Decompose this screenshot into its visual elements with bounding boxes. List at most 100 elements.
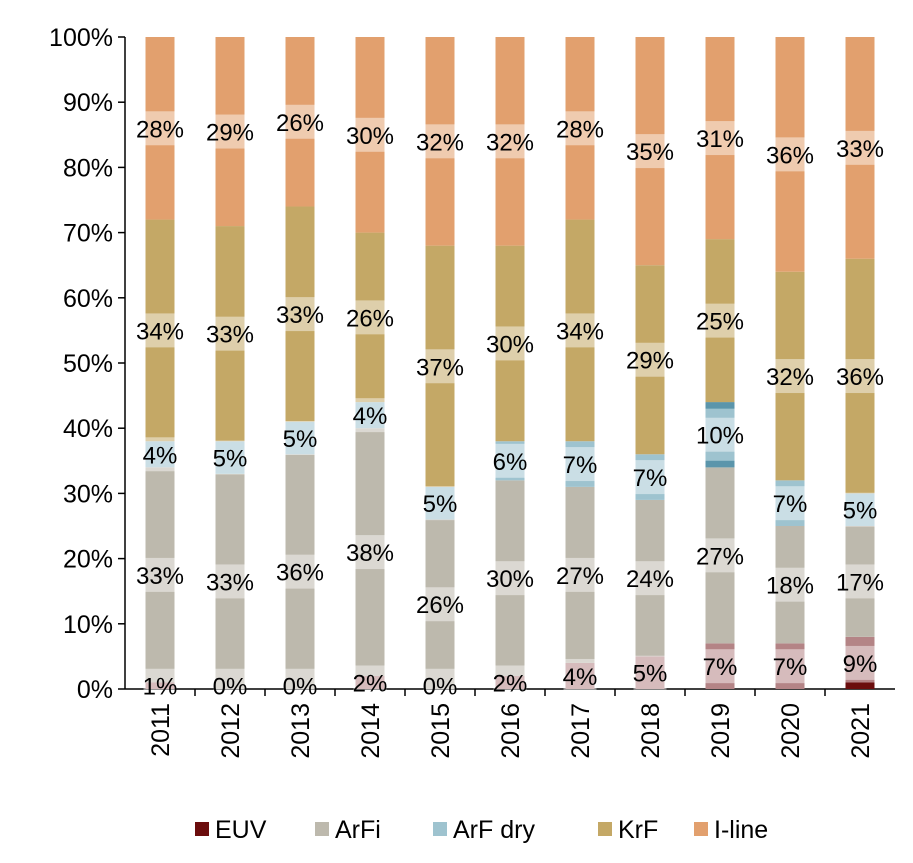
x-tick-label: 2017 [567, 703, 595, 759]
data-label-iline: 35% [626, 139, 674, 166]
data-label-arfi: 24% [626, 566, 674, 593]
bar-segment-i-line [565, 37, 595, 220]
data-label-krf: 34% [136, 318, 184, 345]
data-label-krf: 36% [836, 364, 884, 391]
data-label-arfdry: 7% [563, 452, 598, 479]
bar-segment-krf [845, 258, 875, 494]
y-tick-label: 30% [63, 480, 113, 508]
y-tick-label: 40% [63, 415, 113, 443]
bar-segment-arf-dry [635, 454, 665, 500]
x-tick-label: 2012 [217, 703, 245, 759]
data-label-bg [353, 665, 387, 700]
data-label-bg [136, 557, 184, 592]
bar-segment-bottom [845, 636, 875, 683]
x-tick-label: 2014 [357, 703, 385, 759]
data-label-bottom: 0% [423, 674, 458, 701]
data-label-bg [206, 316, 254, 351]
data-label-bg [206, 114, 254, 149]
data-label-arfi: 17% [836, 569, 884, 596]
data-label-bg [836, 564, 884, 599]
data-label-iline: 33% [836, 136, 884, 163]
data-label-krf: 37% [416, 354, 464, 381]
bar-segment-arf-dry [285, 421, 315, 455]
data-label-bg [283, 420, 317, 455]
bar-segment-arfi [635, 499, 665, 657]
bar-segment-krf [215, 226, 245, 442]
data-label-krf: 25% [696, 309, 744, 336]
x-tick-label: 2021 [847, 703, 875, 759]
data-label-bottom: 1% [143, 674, 178, 701]
data-label-bg [696, 417, 744, 452]
data-label-bg [696, 538, 744, 573]
bar-segment-arfi [845, 526, 875, 637]
data-label-arfi: 33% [206, 569, 254, 596]
data-label-bg [696, 303, 744, 338]
data-label-bg [696, 121, 744, 156]
data-label-bg [276, 554, 324, 589]
bar-segment-arf-dry [145, 441, 175, 468]
data-label-bg [493, 443, 527, 478]
labels-layer: 1% 33% 4% 34% 28% 0% 33% 5% 33% 29% 0% 36% 5% 33% 26% 2… [136, 104, 884, 703]
bar-segment-arfi [285, 454, 315, 689]
y-tick-label: 90% [63, 89, 113, 117]
bar-segment-krf [775, 271, 805, 481]
data-label-bg [773, 649, 807, 684]
x-tick-label: 2020 [777, 703, 805, 759]
bar-segment-krf [495, 245, 525, 442]
bar-segment-arf-dry [565, 441, 595, 487]
y-tick-label: 20% [63, 546, 113, 574]
bar-segment-arf-dry [775, 480, 805, 526]
bar-segment-krf [425, 245, 455, 487]
bar-segment-arf-dry-band [705, 402, 735, 409]
data-label-arfi: 27% [556, 563, 604, 590]
data-label-bg [766, 359, 814, 394]
bar-segment-arfi [355, 428, 385, 676]
data-label-arfdry: 6% [493, 449, 528, 476]
legend-label: ArFi [335, 816, 381, 844]
data-label-bottom: 7% [703, 654, 738, 681]
x-tick-label: 2018 [637, 703, 665, 759]
data-label-arfi: 30% [486, 566, 534, 593]
data-label-bottom: 2% [353, 670, 388, 697]
bar-segment-i-line [215, 37, 245, 227]
bar-segment-arfi [425, 519, 455, 689]
data-label-bg [563, 658, 597, 693]
y-tick-label: 70% [63, 220, 113, 248]
data-label-iline: 32% [416, 129, 464, 156]
y-tick-label: 60% [63, 285, 113, 313]
data-label-arfi: 38% [346, 540, 394, 567]
legend-swatch [598, 822, 612, 836]
x-tick-label: 2016 [497, 703, 525, 759]
data-label-bottom: 9% [843, 651, 878, 678]
y-tick-label: 100% [49, 24, 113, 52]
data-label-bg [493, 665, 527, 700]
bar-segment-i-line [495, 37, 525, 246]
data-label-arfdry: 5% [283, 426, 318, 453]
data-label-bg [486, 326, 534, 361]
bar-segment-krf [705, 239, 735, 403]
data-label-bg [633, 655, 667, 690]
data-label-krf: 26% [346, 305, 394, 332]
y-tick-label: 80% [63, 154, 113, 182]
data-label-bottom: 0% [213, 674, 248, 701]
data-label-iline: 30% [346, 123, 394, 150]
data-label-arfi: 18% [766, 573, 814, 600]
legend-label: I-line [714, 816, 768, 844]
bar-segment-bottom [775, 643, 805, 689]
data-label-bg [143, 668, 177, 703]
data-label-iline: 31% [696, 126, 744, 153]
data-label-bg [136, 111, 184, 146]
legend-swatch [195, 822, 209, 836]
data-label-krf: 30% [486, 331, 534, 358]
bar-segment-bottom [635, 656, 665, 689]
data-label-krf: 32% [766, 364, 814, 391]
bar-segment-arf-dry [705, 402, 735, 468]
bar-segment-krf [285, 206, 315, 422]
data-label-bg [766, 567, 814, 602]
legend: EUV ArFi ArF dry KrF I-line [195, 816, 768, 844]
data-label-bg [346, 535, 394, 570]
bar-segment-arfi [495, 480, 525, 676]
data-label-krf: 34% [556, 318, 604, 345]
bar-segment-bottom [495, 675, 525, 689]
